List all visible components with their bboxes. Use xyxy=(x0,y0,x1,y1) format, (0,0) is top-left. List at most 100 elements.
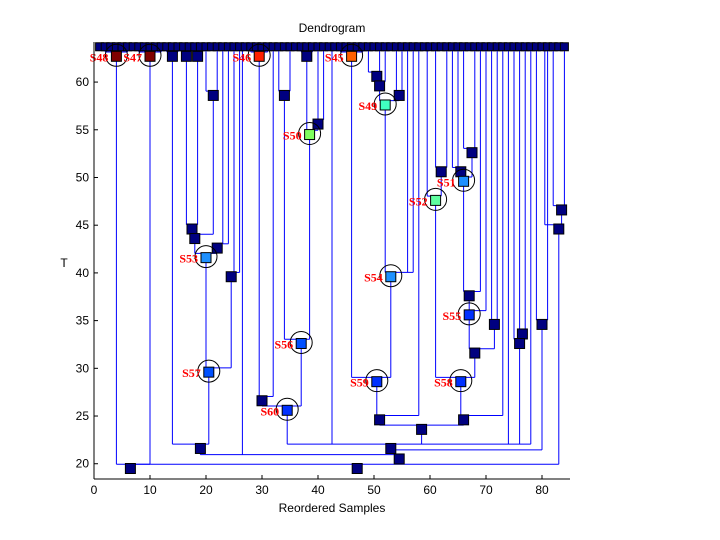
y-tick-label: 20 xyxy=(76,457,90,471)
x-tick-label: 0 xyxy=(91,483,98,497)
node-label: S47 xyxy=(123,50,142,64)
node-marker xyxy=(488,318,500,330)
node-label: S56 xyxy=(275,338,294,352)
node-markers: S48 S47 S53 S57 S46 S50 S56 S60 S45 S49 S54 S59 S52 S… xyxy=(90,43,568,475)
node-marker xyxy=(180,50,192,62)
node-marker xyxy=(466,147,478,159)
x-tick-label: 10 xyxy=(143,483,157,497)
node-marker xyxy=(393,89,405,101)
x-tick-label: 40 xyxy=(311,483,325,497)
node-ring xyxy=(365,369,389,393)
node-marker xyxy=(458,175,470,187)
node-label: S58 xyxy=(434,376,453,390)
node-marker xyxy=(256,395,268,407)
node-ring xyxy=(424,187,448,211)
node-marker xyxy=(346,50,358,62)
node-marker xyxy=(295,338,307,350)
node-ring xyxy=(275,397,299,421)
node-marker xyxy=(200,252,212,264)
node-marker xyxy=(463,309,475,321)
node-ring xyxy=(197,359,221,383)
axes: 0 10 20 30 40 50 60 70 80 20 25 30 35 40 45 50 55 60 xyxy=(76,42,570,497)
node-label: S51 xyxy=(437,175,456,189)
node-label: S50 xyxy=(283,129,302,143)
node-marker xyxy=(189,233,201,245)
node-label: S54 xyxy=(364,271,383,285)
node-marker xyxy=(312,118,324,130)
node-marker xyxy=(124,463,136,475)
x-axis-label: Reordered Samples xyxy=(279,501,386,515)
y-tick-label: 30 xyxy=(76,361,90,375)
node-marker xyxy=(385,271,397,283)
x-tick-label: 20 xyxy=(199,483,213,497)
node-marker xyxy=(374,414,386,426)
node-label: S48 xyxy=(90,50,109,64)
node-ring xyxy=(373,92,397,116)
node-marker xyxy=(166,50,178,62)
x-tick-label: 80 xyxy=(535,483,549,497)
leaf-marker xyxy=(559,42,569,52)
node-label: S53 xyxy=(179,252,198,266)
node-ring xyxy=(379,264,403,288)
node-label: S55 xyxy=(443,309,462,323)
node-ring xyxy=(298,122,322,146)
node-marker xyxy=(351,463,363,475)
node-marker xyxy=(455,376,467,388)
x-tick-label: 50 xyxy=(367,483,381,497)
node-marker xyxy=(463,290,475,302)
node-ring xyxy=(194,245,218,269)
node-marker xyxy=(144,50,156,62)
node-marker xyxy=(435,166,447,178)
node-marker xyxy=(278,89,290,101)
x-tick-label: 30 xyxy=(255,483,269,497)
node-ring xyxy=(340,43,364,67)
node-marker xyxy=(110,50,122,62)
node-ring xyxy=(104,43,128,67)
y-axis-label: T xyxy=(60,256,68,270)
node-marker xyxy=(536,318,548,330)
node-marker xyxy=(371,70,383,82)
node-marker xyxy=(556,204,568,216)
node-marker xyxy=(514,338,526,350)
node-marker xyxy=(301,50,313,62)
node-marker xyxy=(304,129,316,141)
node-marker xyxy=(416,423,428,435)
x-tick-label: 70 xyxy=(479,483,493,497)
node-label: S60 xyxy=(261,404,280,418)
y-tick-label: 40 xyxy=(76,266,90,280)
node-marker xyxy=(516,328,528,340)
node-marker xyxy=(371,376,383,388)
node-label: S57 xyxy=(182,366,201,380)
chart-title: Dendrogram xyxy=(299,21,366,35)
x-tick-label: 60 xyxy=(423,483,437,497)
y-tick-label: 45 xyxy=(76,218,90,232)
node-marker xyxy=(203,366,215,378)
y-tick-label: 25 xyxy=(76,409,90,423)
y-tick-label: 50 xyxy=(76,170,90,184)
node-marker xyxy=(379,99,391,111)
node-marker xyxy=(225,271,237,283)
node-ring xyxy=(289,331,313,355)
dendrogram-links xyxy=(104,46,565,469)
node-marker xyxy=(281,404,293,416)
node-marker xyxy=(553,223,565,235)
node-ring xyxy=(138,43,162,67)
node-marker xyxy=(207,89,219,101)
y-tick-label: 35 xyxy=(76,314,90,328)
node-marker xyxy=(469,347,481,359)
node-marker xyxy=(393,453,405,465)
y-tick-label: 55 xyxy=(76,123,90,137)
node-ring xyxy=(457,302,481,326)
node-label: S45 xyxy=(325,50,344,64)
node-marker xyxy=(194,442,206,454)
node-marker xyxy=(458,414,470,426)
node-marker xyxy=(192,50,204,62)
node-ring xyxy=(452,168,476,192)
y-tick-label: 60 xyxy=(76,75,90,89)
node-marker xyxy=(253,50,265,62)
node-label: S52 xyxy=(409,194,428,208)
node-ring xyxy=(247,43,271,67)
node-label: S59 xyxy=(350,376,369,390)
node-marker xyxy=(385,442,397,454)
